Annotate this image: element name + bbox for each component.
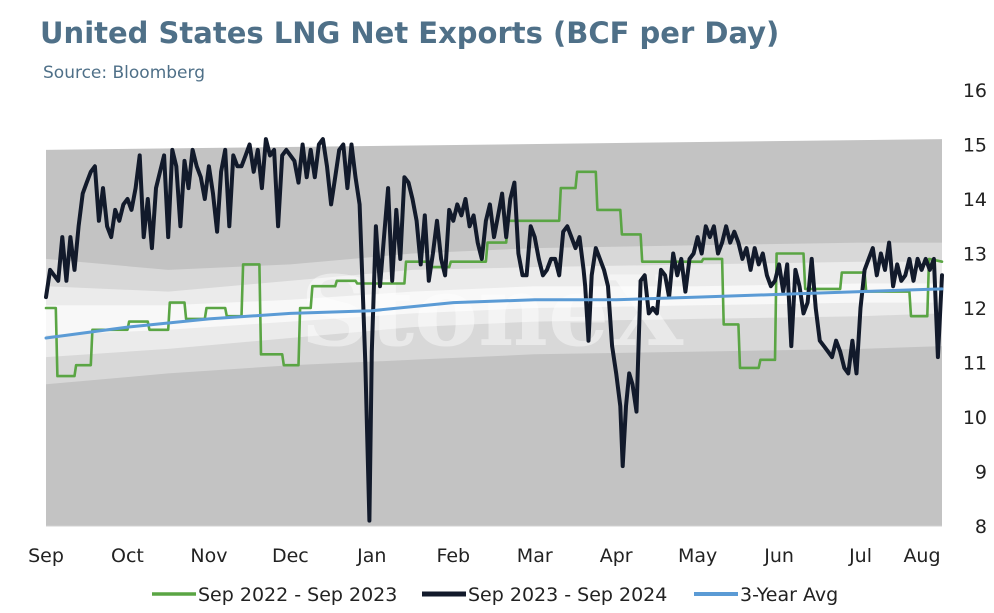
x-tick-label: Feb xyxy=(436,545,470,567)
y-tick-label: 16 xyxy=(963,80,987,102)
chart-title: United States LNG Net Exports (BCF per D… xyxy=(40,16,780,50)
x-tick-label: Apr xyxy=(600,545,633,567)
chart-subtitle: Source: Bloomberg xyxy=(43,63,205,83)
x-tick-label: Mar xyxy=(517,545,553,567)
legend: Sep 2022 - Sep 2023 Sep 2023 - Sep 2024 3-… xyxy=(152,584,838,606)
y-tick-label: 11 xyxy=(963,353,987,375)
series-line-1 xyxy=(44,170,944,378)
x-tick-label: Sep xyxy=(28,545,64,567)
y-tick-label: 13 xyxy=(963,244,987,266)
x-tick-label: Aug xyxy=(903,545,940,567)
y-tick-label: 14 xyxy=(963,189,987,211)
y-tick-label: 15 xyxy=(963,135,987,157)
legend-label: Sep 2023 - Sep 2024 xyxy=(468,584,667,606)
y-tick-label: 10 xyxy=(963,407,987,429)
y-tick-label: 8 xyxy=(975,516,987,538)
x-tick-label: Jun xyxy=(763,545,794,567)
x-tick-label: Jul xyxy=(848,545,872,567)
series-line-2 xyxy=(44,137,944,523)
legend-label: Sep 2022 - Sep 2023 xyxy=(198,584,397,606)
y-tick-label: 9 xyxy=(975,462,987,484)
x-tick-label: Dec xyxy=(272,545,309,567)
y-tick-label: 12 xyxy=(963,298,987,320)
legend-label: 3-Year Avg xyxy=(740,584,838,606)
x-tick-label: Nov xyxy=(190,545,227,567)
x-tick-label: Oct xyxy=(111,545,144,567)
x-tick-label: May xyxy=(678,545,717,567)
series-line-3 xyxy=(44,287,944,340)
x-tick-label: Jan xyxy=(356,545,386,567)
